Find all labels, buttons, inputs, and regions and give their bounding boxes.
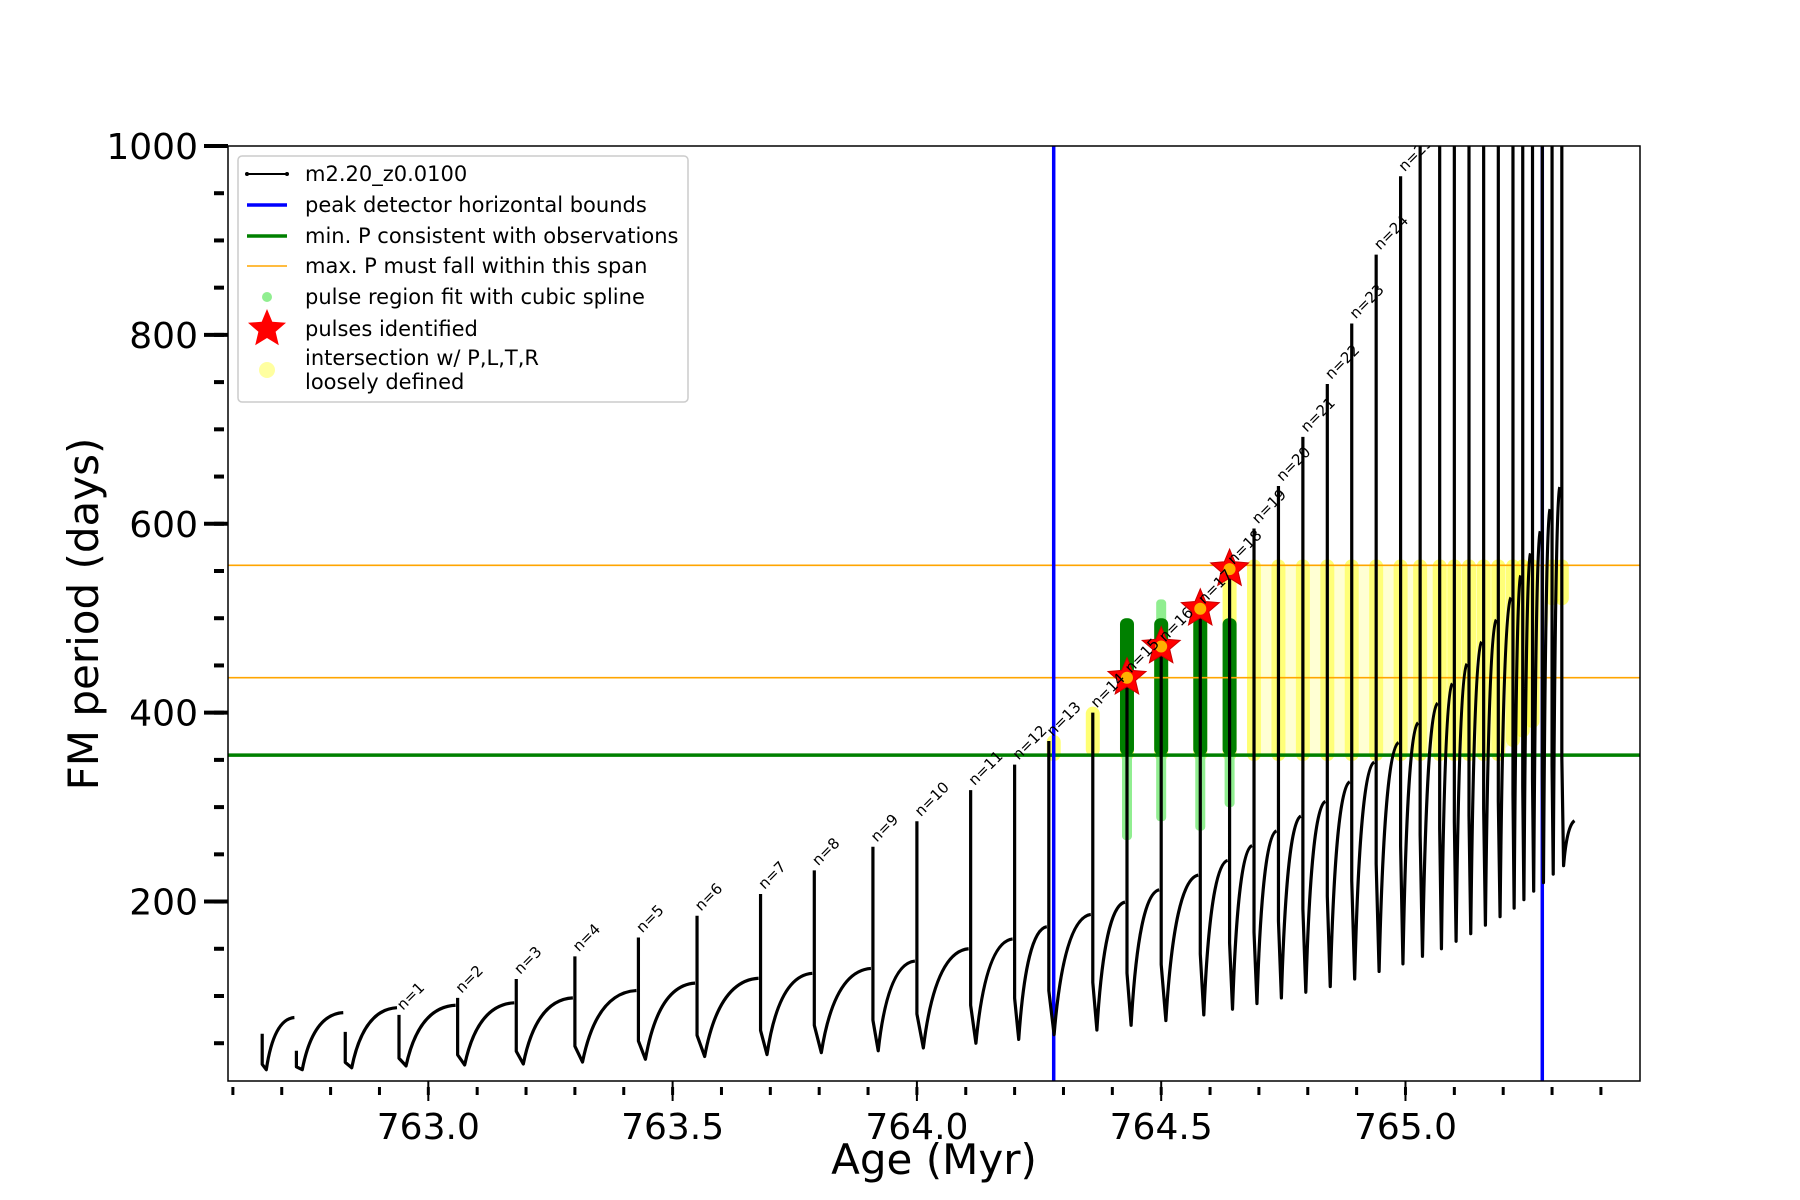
pulse-label: n=10 xyxy=(911,778,953,820)
pulse-label: n=18 xyxy=(1224,526,1266,568)
pulse-label: n=24 xyxy=(1370,212,1412,254)
pulse-label: n=4 xyxy=(569,920,604,955)
plot-frame xyxy=(227,145,1641,1082)
pulse-label: n=7 xyxy=(755,858,790,893)
legend-handle xyxy=(262,292,272,302)
x-tick-label: 765.0 xyxy=(1354,1107,1457,1148)
period-curve-line xyxy=(260,146,1576,1072)
pulse-identified-center xyxy=(1223,563,1236,576)
legend-box xyxy=(237,155,689,403)
pulse-label: n=20 xyxy=(1273,443,1315,485)
pulse-label: n=21 xyxy=(1297,394,1339,436)
x-tick-label: 763.0 xyxy=(377,1107,480,1148)
legend-label: pulse region fit with cubic spline xyxy=(305,285,645,309)
pulse-label: n=5 xyxy=(633,901,668,936)
x-tick-label: 764.0 xyxy=(865,1107,968,1148)
y-tick-label: 600 xyxy=(129,505,198,546)
period-curve xyxy=(260,146,1576,1072)
legend-label: pulses identified xyxy=(305,317,478,341)
pulse-markers xyxy=(1106,547,1250,695)
pulse-label: n=8 xyxy=(808,834,843,869)
legend-label: intersection w/ P,L,T,R loosely defined xyxy=(305,346,539,394)
pulse-label: n=22 xyxy=(1321,341,1363,383)
legend-handle xyxy=(259,362,275,378)
x-axis-label: Age (Myr) xyxy=(831,1135,1037,1184)
x-tick-label: 764.5 xyxy=(1110,1107,1213,1148)
pulse-identified-center xyxy=(1120,671,1133,684)
y-axis-label: FM period (days) xyxy=(59,438,108,791)
pulse-label: n=11 xyxy=(965,747,1007,789)
legend-handle-dot xyxy=(245,172,249,176)
y-tick-label: 400 xyxy=(129,694,198,735)
x-tick-label: 763.5 xyxy=(621,1107,724,1148)
y-tick-label: 1000 xyxy=(106,127,198,168)
legend-handle xyxy=(248,309,286,346)
pulse-label: n=6 xyxy=(691,879,726,914)
legend-label: max. P must fall within this span xyxy=(305,254,647,278)
pulse-label: n=1 xyxy=(393,979,428,1014)
pulse-label: n=13 xyxy=(1043,698,1085,740)
legend-label: min. P consistent with observations xyxy=(305,224,678,248)
y-tick-label: 200 xyxy=(129,883,198,924)
legend-label: m2.20_z0.0100 xyxy=(305,162,467,187)
pulse-label: n=23 xyxy=(1346,281,1388,323)
pulse-label: n=25 xyxy=(1395,133,1437,175)
pulse-identified-center xyxy=(1155,640,1168,653)
pulse-label: n=19 xyxy=(1248,485,1290,527)
y-tick-label: 800 xyxy=(129,316,198,357)
pulse-label: n=9 xyxy=(867,811,902,846)
pulse-label: n=2 xyxy=(452,962,487,997)
pulse-identified-center xyxy=(1194,602,1207,615)
pulse-label: n=3 xyxy=(510,943,545,978)
axes: 763.0 763.5 764.0 764.5 765.0 200 400 600 800 100… xyxy=(106,127,1603,1148)
legend-label: peak detector horizontal bounds xyxy=(305,193,647,217)
legend-handle-dot xyxy=(285,172,289,176)
